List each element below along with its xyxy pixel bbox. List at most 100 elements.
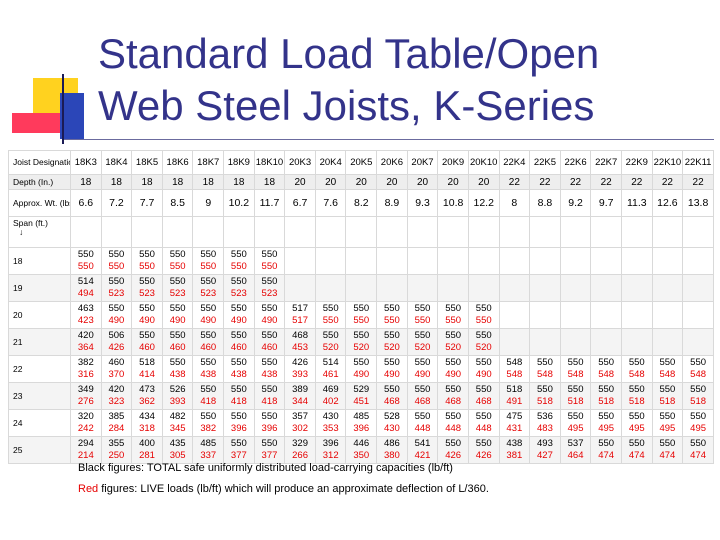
- live-load-value: 550: [414, 315, 431, 326]
- load-cell: 382 316: [70, 355, 102, 383]
- load-cell: 550 548: [682, 355, 714, 383]
- total-load-value: 430: [322, 411, 339, 422]
- load-cell: 550 518: [682, 382, 714, 410]
- down-arrow-icon: ↓: [19, 227, 24, 237]
- total-load-value: 550: [139, 330, 155, 341]
- span-blank-cell: [100, 216, 133, 248]
- live-load-value: 318: [139, 423, 155, 434]
- total-load-value: 550: [139, 303, 155, 314]
- total-load-value: 550: [567, 357, 584, 368]
- live-load-value: 281: [139, 450, 155, 461]
- total-load-value: 550: [230, 411, 247, 422]
- depth-cell: 22: [559, 174, 592, 190]
- live-load-value: 423: [77, 315, 94, 326]
- total-load-value: 550: [169, 276, 186, 287]
- total-load-value: 385: [108, 411, 125, 422]
- live-load-value: 550: [169, 261, 186, 272]
- total-load-value: 438: [506, 438, 523, 449]
- load-cell: 550 490: [100, 301, 133, 329]
- load-cell: 550 550: [345, 301, 378, 329]
- live-load-value: 550: [445, 315, 462, 326]
- load-cell: [682, 301, 714, 329]
- span-label: Span (ft.) ↓: [8, 216, 71, 248]
- load-cell: 550 468: [406, 382, 439, 410]
- load-cell: 550 520: [406, 328, 439, 356]
- total-load-value: 482: [169, 411, 186, 422]
- decor-blue-block: [60, 93, 84, 139]
- live-load-value: 490: [108, 315, 125, 326]
- load-cell: 550 448: [437, 409, 469, 437]
- total-load-value: 537: [567, 438, 584, 449]
- load-cell: 463 423: [70, 301, 102, 329]
- load-cell: [406, 274, 439, 302]
- live-load-value: 418: [230, 396, 247, 407]
- total-load-value: 550: [200, 276, 217, 287]
- live-load-value: 548: [659, 369, 676, 380]
- load-cell: [559, 247, 592, 275]
- total-load-value: 485: [353, 411, 370, 422]
- load-cell: [559, 274, 592, 302]
- weight-cell: 8.2: [345, 189, 378, 217]
- depth-cell: 18: [100, 174, 133, 190]
- depth-cell: 20: [284, 174, 316, 190]
- load-cell: 550 474: [651, 436, 684, 464]
- weight-cell: 6.6: [70, 189, 102, 217]
- total-load-value: 550: [169, 303, 186, 314]
- load-cell: 550 550: [253, 247, 286, 275]
- depth-cell: 20: [406, 174, 439, 190]
- weight-cell: 9.7: [590, 189, 622, 217]
- load-cell: [498, 274, 531, 302]
- total-load-value: 550: [598, 357, 615, 368]
- load-cell: 485 337: [192, 436, 225, 464]
- live-load-value: 302: [292, 423, 308, 434]
- total-load-value: 550: [353, 330, 370, 341]
- load-cell: [590, 274, 622, 302]
- live-load-value: 250: [108, 450, 125, 461]
- total-load-value: 550: [567, 411, 584, 422]
- live-load-value: 451: [353, 396, 370, 407]
- load-cell: [498, 328, 531, 356]
- total-load-value: 550: [230, 357, 247, 368]
- total-load-value: 473: [139, 384, 155, 395]
- total-load-value: 349: [77, 384, 94, 395]
- depth-cell: 18: [131, 174, 163, 190]
- load-cell: 550 448: [406, 409, 439, 437]
- load-cell: 550 550: [467, 301, 500, 329]
- total-load-value: 550: [353, 357, 370, 368]
- load-cell: 536 483: [529, 409, 561, 437]
- weight-row: Approx. Wt. (lbs./ft.) 6.67.27.78.5910.2…: [8, 189, 714, 217]
- load-cell: 469 402: [314, 382, 347, 410]
- title-line-1: Standard Load Table/Open: [98, 30, 600, 77]
- total-load-value: 320: [77, 411, 94, 422]
- live-load-value: 438: [261, 369, 278, 380]
- load-cell: 550 396: [223, 409, 255, 437]
- total-load-value: 382: [77, 357, 94, 368]
- load-cell: 550 548: [590, 355, 622, 383]
- total-load-value: 517: [292, 303, 308, 314]
- total-load-value: 357: [292, 411, 308, 422]
- live-load-value: 370: [108, 369, 125, 380]
- load-cell: [467, 247, 500, 275]
- load-cell: 473 362: [131, 382, 163, 410]
- load-cell: 349 276: [70, 382, 102, 410]
- span-blank-cell: [406, 216, 439, 248]
- total-load-value: 550: [445, 384, 462, 395]
- live-load-value: 364: [77, 342, 94, 353]
- live-load-value: 490: [230, 315, 247, 326]
- joist-header: 22K10: [651, 150, 684, 175]
- live-load-value: 518: [690, 396, 707, 407]
- load-cell: 550 426: [437, 436, 469, 464]
- live-load-value: 377: [230, 450, 247, 461]
- load-cell: 550 448: [467, 409, 500, 437]
- live-load-value: 550: [77, 261, 94, 272]
- note-red-prefix: Red: [78, 483, 99, 495]
- load-cell: 420 364: [70, 328, 102, 356]
- load-cell: [376, 274, 408, 302]
- load-cell: [314, 274, 347, 302]
- span-value: 22: [8, 355, 71, 383]
- live-load-value: 550: [200, 261, 217, 272]
- live-load-value: 518: [628, 396, 645, 407]
- span-blank-cell: [376, 216, 408, 248]
- load-cell: [651, 274, 684, 302]
- load-cell: 550 518: [590, 382, 622, 410]
